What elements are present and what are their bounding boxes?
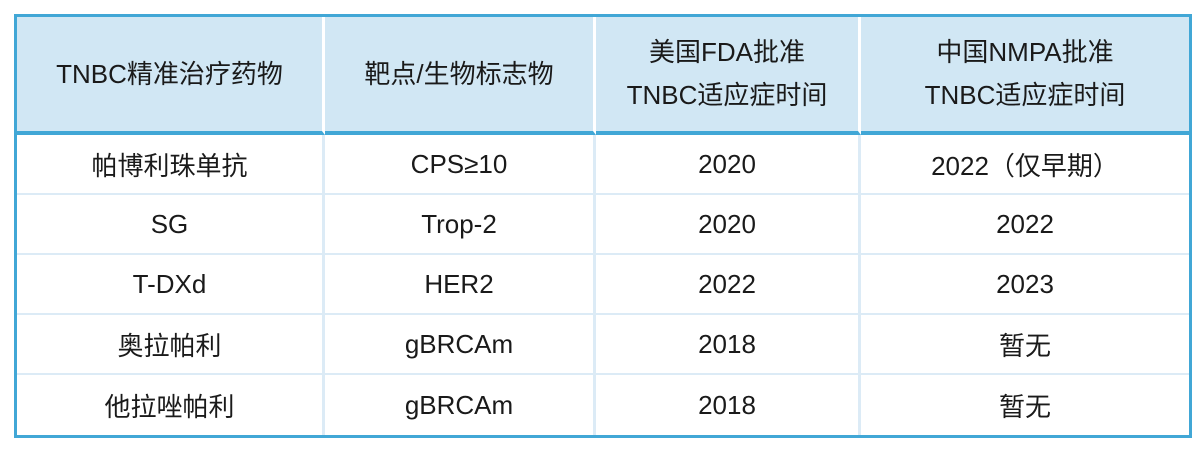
cell-biomarker-gbrcam: gBRCAm <box>325 375 596 435</box>
cell-drug-olaparib: 奥拉帕利 <box>17 315 325 375</box>
cell-nmpa-year: 2022 <box>861 195 1189 255</box>
cell-fda-year: 2018 <box>596 375 861 435</box>
cell-nmpa-year: 2023 <box>861 255 1189 315</box>
cell-nmpa-none: 暂无 <box>861 375 1189 435</box>
cell-nmpa-none: 暂无 <box>861 315 1189 375</box>
cell-biomarker-cps10: CPS≥10 <box>325 135 596 195</box>
header-biomarker-label: 靶点/生物标志物 <box>364 58 554 89</box>
cell-nmpa-year: 2022（仅早期） <box>861 135 1189 195</box>
cell-fda-year: 2022 <box>596 255 861 315</box>
cell-fda-year: 2020 <box>596 135 861 195</box>
header-nmpa-line1: 中国NMPA批准 <box>936 37 1114 67</box>
cell-drug-sg: SG <box>17 195 325 255</box>
cell-biomarker-gbrcam: gBRCAm <box>325 315 596 375</box>
header-cell-fda-approval: 美国FDA批准 TNBC适应症时间 <box>596 17 861 135</box>
header-nmpa-line2: TNBC适应症时间 <box>924 80 1126 110</box>
cell-drug-talazoparib: 他拉唑帕利 <box>17 375 325 435</box>
header-cell-nmpa-approval: 中国NMPA批准 TNBC适应症时间 <box>861 17 1189 135</box>
header-fda-line1: 美国FDA批准 <box>648 37 805 67</box>
cell-fda-year: 2018 <box>596 315 861 375</box>
header-fda-line2: TNBC适应症时间 <box>626 80 828 110</box>
header-cell-biomarker: 靶点/生物标志物 <box>325 17 596 135</box>
cell-fda-year: 2020 <box>596 195 861 255</box>
tnbc-drug-approval-table: TNBC精准治疗药物 靶点/生物标志物 美国FDA批准 TNBC适应症时间 中国… <box>14 14 1192 438</box>
header-drug-label: TNBC精准治疗药物 <box>56 58 283 89</box>
cell-biomarker-trop2: Trop-2 <box>325 195 596 255</box>
header-cell-drug: TNBC精准治疗药物 <box>17 17 325 135</box>
cell-drug-pembrolizumab: 帕博利珠单抗 <box>17 135 325 195</box>
cell-biomarker-her2: HER2 <box>325 255 596 315</box>
cell-drug-tdxd: T-DXd <box>17 255 325 315</box>
